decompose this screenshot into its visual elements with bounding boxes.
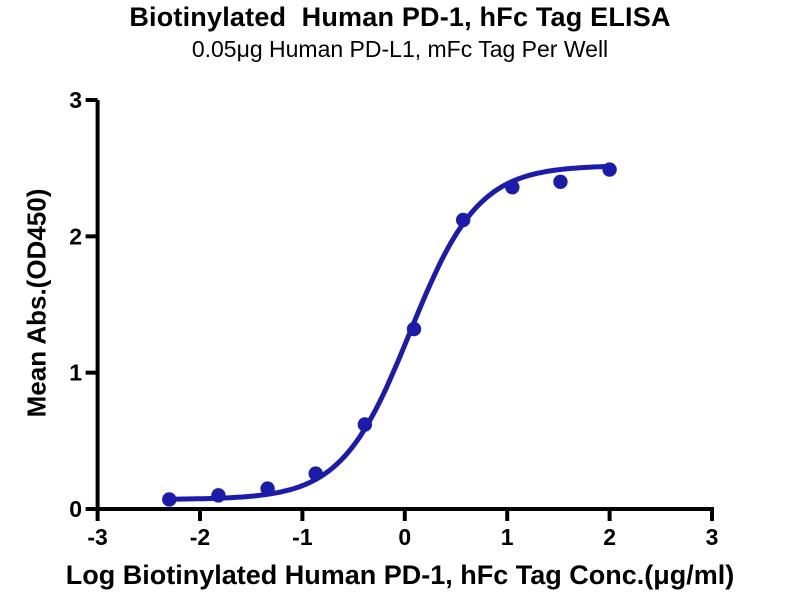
- data-point: [406, 321, 422, 337]
- data-point: [260, 481, 275, 496]
- chart-title: Biotinylated Human PD-1, hFc Tag ELISA: [129, 2, 671, 32]
- data-point: [308, 466, 323, 481]
- data-point: [553, 174, 568, 190]
- x-tick-label: 0: [398, 524, 411, 550]
- data-point: [505, 180, 520, 195]
- x-tick-label: 1: [501, 524, 514, 550]
- y-tick-label: 1: [69, 360, 82, 386]
- data-point: [357, 417, 373, 432]
- x-axis-label: Log Biotinylated Human PD-1, hFc Tag Con…: [65, 560, 735, 590]
- y-tick-label: 2: [69, 223, 82, 249]
- data-point: [162, 492, 177, 507]
- x-tick-label: 3: [706, 524, 719, 550]
- y-axis-label: Mean Abs.(OD450): [21, 188, 52, 418]
- x-tick-label: 2: [603, 524, 616, 550]
- y-tick-label: 0: [69, 496, 82, 522]
- chart-subtitle: 0.05μg Human PD-L1, mFc Tag Per Well: [191, 36, 609, 62]
- y-tick-label: 3: [69, 87, 82, 113]
- fit-curve: [166, 163, 613, 502]
- x-tick-label: -2: [190, 524, 210, 550]
- x-tick-label: -3: [87, 524, 107, 550]
- data-point: [455, 212, 471, 228]
- x-tick-label: -1: [292, 524, 313, 550]
- data-point: [211, 488, 226, 503]
- data-point: [602, 162, 617, 177]
